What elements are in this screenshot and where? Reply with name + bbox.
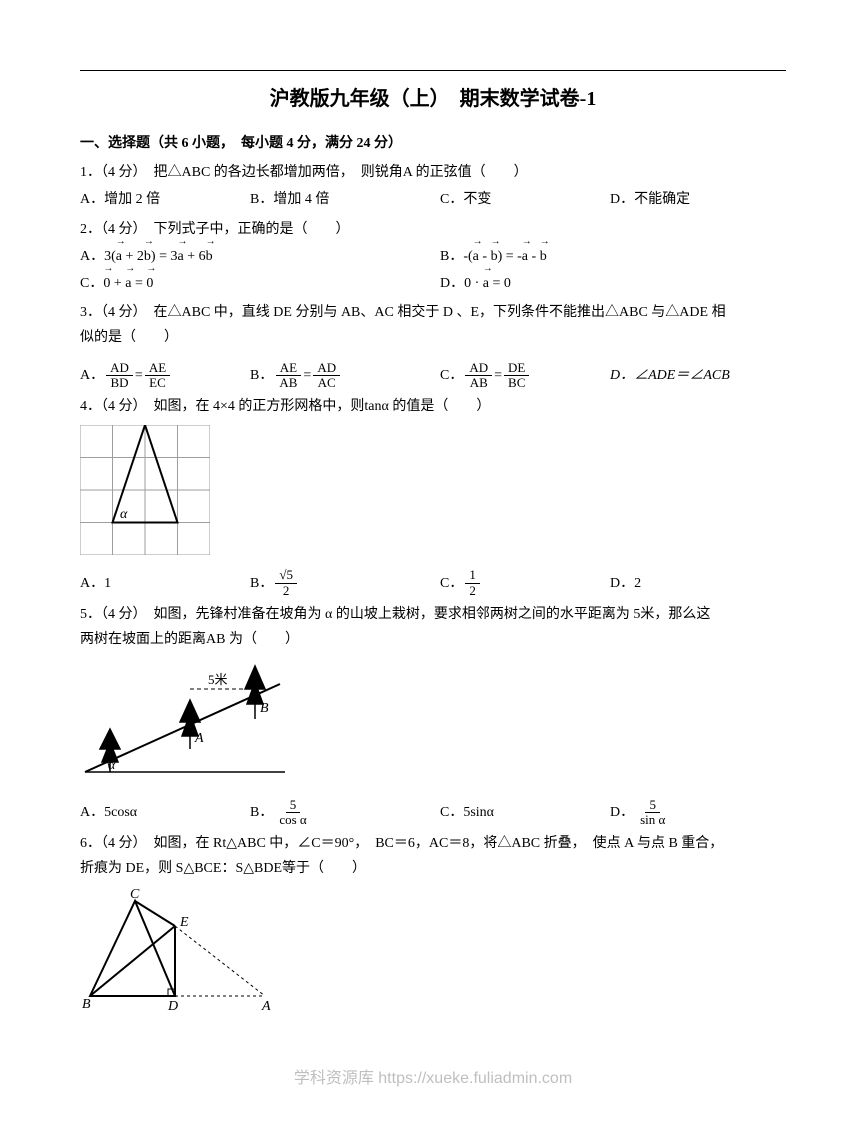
point-d-label: D xyxy=(167,999,178,1014)
opt-label: A． xyxy=(80,363,104,388)
opt-label: D．∠ADE＝∠ACB xyxy=(610,363,730,388)
point-a-label: A xyxy=(261,999,271,1014)
point-a-label: A xyxy=(194,731,204,746)
q2-opt-d: D． 0 · a = 0 xyxy=(440,271,780,296)
q5-stem-2: 两树在坡面上的距离AB 为（ ） xyxy=(80,627,786,652)
point-b-label: B xyxy=(82,997,91,1012)
page-footer: 学科资源库 https://xueke.fuliadmin.com xyxy=(0,1065,866,1094)
vector-expr: -(a - b) = -a - b xyxy=(463,244,546,269)
q4-opt-b: B． √52 xyxy=(250,568,440,598)
q5-opt-d: D． 5sin α xyxy=(610,798,780,828)
vector-expr: 0 · a = 0 xyxy=(464,271,511,296)
opt-label: C． xyxy=(440,363,463,388)
page-title: 沪教版九年级（上） 期末数学试卷-1 xyxy=(80,81,786,117)
q3-stem-1: 3．（4 分） 在△ABC 中，直线 DE 分别与 AB、AC 相交于 D 、E… xyxy=(80,300,786,325)
opt-label: A． xyxy=(80,244,104,269)
q6-stem-2: 折痕为 DE，则 S△BCE：S△BDE等于（ ） xyxy=(80,856,786,881)
q3-options: A． ADBD=AEEC B． AEAB=ADAC C． ADAB=DEBC D… xyxy=(80,361,786,391)
q5-opt-b: B． 5cos α xyxy=(250,798,440,828)
fraction: AEAB xyxy=(275,361,301,391)
fraction: DEBC xyxy=(504,361,529,391)
q4-opt-c: C． 12 xyxy=(440,568,610,598)
q2-options-row2: C． 0 + a = 0 D． 0 · a = 0 xyxy=(80,271,786,296)
q4-stem: 4．（4 分） 如图，在 4×4 的正方形网格中，则tanα 的值是（ ） xyxy=(80,394,786,419)
fraction: ADAC xyxy=(313,361,340,391)
fraction: ADAB xyxy=(465,361,492,391)
opt-label: D． xyxy=(610,800,634,825)
q2-opt-c: C． 0 + a = 0 xyxy=(80,271,440,296)
distance-label: 5米 xyxy=(208,672,228,687)
q1-stem: 1．（4 分） 把△ABC 的各边长都增加两倍， 则锐角A 的正弦值（ ） xyxy=(80,160,786,185)
q3-opt-c: C． ADAB=DEBC xyxy=(440,361,610,391)
q5-slope-figure: 5米 A B α xyxy=(80,654,290,784)
q5-opt-a: A．5cosα xyxy=(80,798,250,828)
q4-grid-figure: α xyxy=(80,425,210,555)
point-b-label: B xyxy=(260,701,269,716)
alpha-label: α xyxy=(120,507,128,522)
q2-options-row1: A． 3(a + 2b) = 3a + 6b B． -(a - b) = -a … xyxy=(80,244,786,269)
opt-label: B． xyxy=(440,244,463,269)
opt-label: C． xyxy=(440,571,463,596)
opt-label: D． xyxy=(440,271,464,296)
q1-opt-b: B．增加 4 倍 xyxy=(250,187,440,212)
vector-expr: 0 + a = 0 xyxy=(103,271,153,296)
q4-options: A．1 B． √52 C． 12 D．2 xyxy=(80,568,786,598)
point-e-label: E xyxy=(179,915,189,930)
q5-opt-c: C．5sinα xyxy=(440,798,610,828)
q4-opt-a: A．1 xyxy=(80,568,250,598)
top-rule xyxy=(80,70,786,71)
q6-triangle-figure: B C D E A xyxy=(80,886,280,1016)
opt-label: B． xyxy=(250,571,273,596)
fraction: 5sin α xyxy=(636,798,669,828)
fraction: ADBD xyxy=(106,361,133,391)
vector-expr: 3(a + 2b) = 3a + 6b xyxy=(104,244,212,269)
fraction: 12 xyxy=(465,568,480,598)
fraction: 5cos α xyxy=(275,798,310,828)
q5-options: A．5cosα B． 5cos α C．5sinα D． 5sin α xyxy=(80,798,786,828)
opt-label: C． xyxy=(80,271,103,296)
fraction: AEEC xyxy=(145,361,170,391)
q4-opt-d: D．2 xyxy=(610,568,780,598)
q6-stem-1: 6．（4 分） 如图，在 Rt△ABC 中，∠C＝90°， BC＝6，AC＝8，… xyxy=(80,831,786,856)
q3-opt-a: A． ADBD=AEEC xyxy=(80,361,250,391)
fraction: √52 xyxy=(275,568,297,598)
opt-label: B． xyxy=(250,363,273,388)
point-c-label: C xyxy=(130,887,140,902)
q3-opt-d: D．∠ADE＝∠ACB xyxy=(610,361,780,391)
q5-stem-1: 5．（4 分） 如图，先锋村准备在坡角为 α 的山坡上栽树，要求相邻两树之间的水… xyxy=(80,602,786,627)
q1-opt-a: A．增加 2 倍 xyxy=(80,187,250,212)
q3-stem-2: 似的是（ ） xyxy=(80,325,786,350)
q1-opt-c: C．不变 xyxy=(440,187,610,212)
q1-options: A．增加 2 倍 B．增加 4 倍 C．不变 D．不能确定 xyxy=(80,187,786,212)
q3-opt-b: B． AEAB=ADAC xyxy=(250,361,440,391)
section-1-header: 一、选择题（共 6 小题， 每小题 4 分，满分 24 分） xyxy=(80,131,786,156)
opt-label: B． xyxy=(250,800,273,825)
q1-opt-d: D．不能确定 xyxy=(610,187,780,212)
